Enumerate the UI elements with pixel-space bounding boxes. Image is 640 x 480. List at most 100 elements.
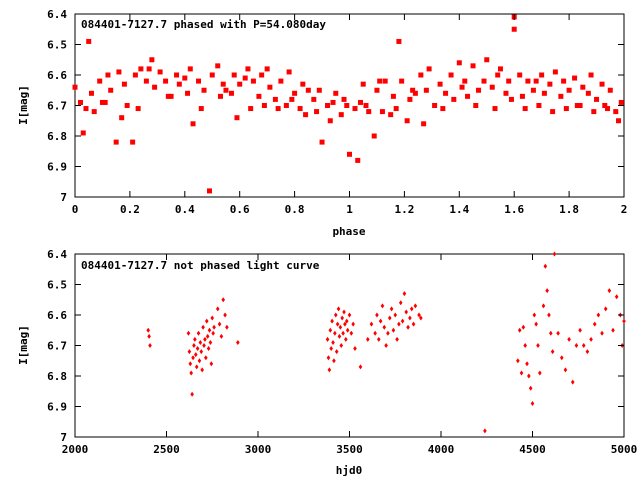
data-point [404, 309, 409, 315]
data-point [585, 349, 590, 355]
data-point [345, 327, 350, 333]
data-point [418, 72, 424, 78]
data-point [207, 188, 213, 194]
data-point [283, 103, 289, 108]
data-point [521, 324, 526, 330]
data-point [519, 370, 524, 376]
data-point [344, 103, 350, 108]
data-point [559, 355, 564, 361]
data-point [135, 106, 141, 112]
data-point [357, 99, 363, 105]
data-point [203, 336, 207, 342]
data-point [497, 66, 503, 72]
data-point [146, 327, 150, 333]
unphased-y-tick-label: 6.5 [47, 279, 67, 292]
data-point [237, 81, 243, 87]
data-point [407, 96, 413, 102]
data-point [327, 367, 332, 373]
data-point [199, 349, 204, 355]
data-point [336, 306, 341, 312]
data-point [592, 321, 597, 327]
data-point [286, 69, 292, 75]
data-point [149, 57, 155, 63]
phased-x-tick-label: 1.6 [504, 203, 524, 216]
data-point [572, 75, 578, 81]
data-point [278, 78, 284, 84]
data-point [205, 333, 210, 339]
data-point [437, 81, 443, 87]
data-point [267, 84, 273, 90]
data-point [603, 306, 608, 312]
data-point [596, 312, 601, 318]
data-point [264, 66, 270, 72]
data-point [223, 87, 229, 93]
data-point [105, 72, 111, 78]
data-point [319, 139, 325, 145]
data-point [212, 324, 216, 330]
unphased-x-ticks: 2000 2500 3000 3500 4000 4500 5000 [62, 254, 638, 456]
phased-x-tick-label: 0.8 [285, 203, 305, 216]
data-point [547, 81, 553, 87]
data-point [366, 109, 372, 115]
data-point [314, 109, 320, 115]
data-point [399, 78, 405, 84]
data-point [371, 133, 377, 139]
phased-x-axis-label: phase [332, 225, 365, 238]
data-point [300, 81, 306, 87]
data-point [549, 330, 553, 336]
data-point [219, 333, 224, 339]
data-point [484, 57, 490, 63]
data-point [174, 72, 180, 78]
data-point [622, 318, 626, 324]
data-point [191, 355, 195, 361]
data-point [536, 103, 542, 108]
data-point [448, 72, 454, 78]
data-point [333, 90, 339, 96]
data-point [77, 99, 83, 105]
data-point [250, 78, 256, 84]
data-point [195, 346, 200, 352]
data-point [578, 327, 582, 333]
phased-x-tick-label: 0.4 [175, 203, 195, 216]
data-point [86, 38, 92, 44]
data-point [489, 84, 495, 90]
phased-x-tick-label: 0.6 [230, 203, 250, 216]
data-point [217, 93, 223, 99]
data-point [384, 343, 388, 348]
data-point [409, 306, 414, 312]
data-point [99, 99, 105, 105]
data-point [390, 93, 396, 99]
data-point [340, 315, 344, 321]
data-point [411, 321, 416, 327]
data-point [330, 318, 334, 324]
data-point [330, 99, 336, 105]
data-point [130, 139, 136, 145]
data-point [209, 72, 215, 78]
data-point [402, 291, 407, 297]
unphased-x-tick-label: 5000 [611, 443, 638, 456]
data-point [363, 103, 369, 108]
data-point [588, 72, 594, 78]
data-point [543, 263, 548, 269]
data-point [374, 87, 380, 93]
phased-x-tick-label: 1.4 [449, 203, 469, 216]
data-point [148, 343, 152, 348]
data-point [325, 336, 330, 342]
data-point [138, 66, 144, 72]
data-point [376, 336, 381, 342]
data-point [577, 103, 583, 108]
data-point [566, 87, 572, 93]
phased-x-tick-label: 1.8 [559, 203, 579, 216]
data-point [196, 78, 202, 84]
data-point [558, 93, 564, 99]
data-point [347, 151, 352, 157]
phased-chart-title: 084401-7127.7 phased with P=54.080day [81, 18, 326, 31]
data-point [556, 330, 560, 336]
data-point [275, 106, 281, 112]
data-point [519, 93, 525, 99]
data-point [157, 69, 163, 75]
data-point [599, 81, 605, 87]
data-point [217, 321, 222, 327]
phased-x-tick-label: 1 [346, 203, 353, 216]
